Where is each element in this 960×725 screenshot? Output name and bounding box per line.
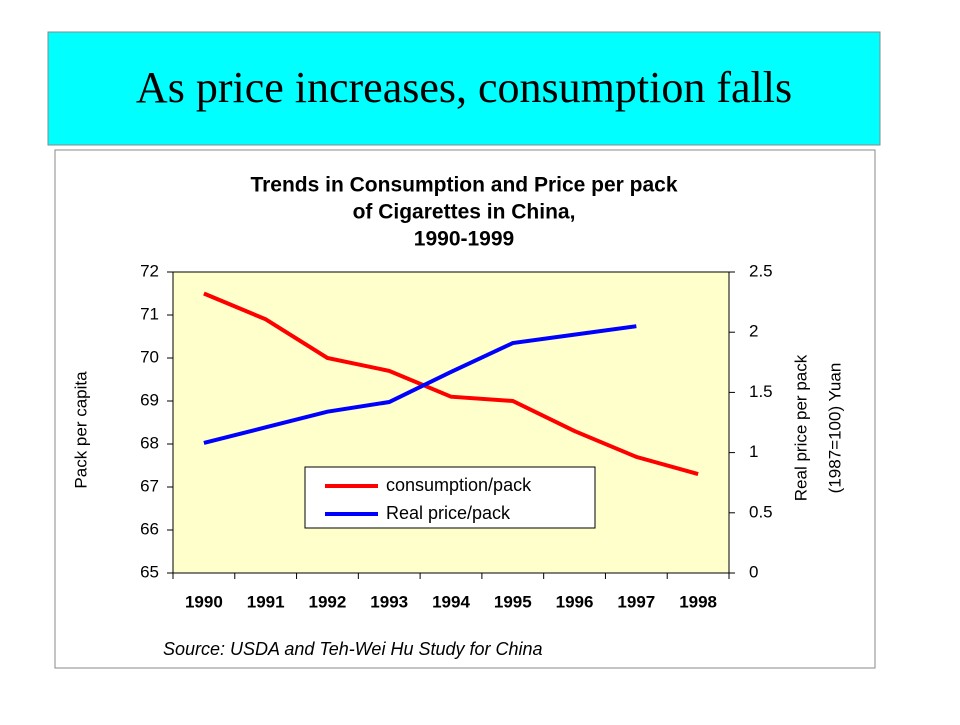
y2-tick-label: 0: [749, 562, 758, 581]
y2-tick-label: 1.5: [749, 382, 773, 401]
x-tick-label: 1990: [185, 592, 223, 611]
y-tick-label: 67: [140, 476, 159, 495]
chart-title: of Cigarettes in China,: [353, 201, 576, 224]
legend: [304, 466, 596, 529]
line-series: [203, 291, 699, 477]
plot-area: [172, 271, 730, 574]
y-tick-label: 71: [140, 304, 159, 323]
y-tick-label: 70: [140, 347, 159, 366]
title-box: [47, 31, 881, 146]
x-tick-label: 1996: [556, 592, 594, 611]
y-tick-label: 65: [140, 562, 159, 581]
x-tick-label: 1992: [309, 592, 347, 611]
x-tick-label: 1997: [617, 592, 655, 611]
y2-tick-label: 2: [749, 322, 758, 341]
chart-title: Trends in Consumption and Price per pack: [250, 174, 677, 197]
y2-axis-label: Real price per pack: [791, 354, 810, 501]
y2-tick-label: 2.5: [749, 261, 773, 280]
x-tick-label: 1993: [370, 592, 408, 611]
chart-title: 1990-1999: [414, 228, 514, 251]
source: Source: USDA and Teh-Wei Hu Study for Ch…: [163, 639, 543, 659]
y-tick-label: 72: [140, 261, 159, 280]
slide-title: As price increases, consumption falls: [136, 63, 792, 112]
x-tick-label: 1995: [494, 592, 532, 611]
x-tick-label: 1998: [679, 592, 717, 611]
line-series: [203, 324, 637, 445]
y2-axis-label: (1987=100) Yuan: [825, 363, 844, 494]
y-tick-label: 68: [140, 433, 159, 452]
x-tick-label: 1994: [432, 592, 470, 611]
y2-tick-label: 1: [749, 442, 758, 461]
legend-label: Real price/pack: [386, 503, 511, 523]
y2-tick-label: 0.5: [749, 502, 773, 521]
y-axis-label: Pack per capita: [71, 371, 90, 489]
y-tick-label: 66: [140, 519, 159, 538]
legend-label: consumption/pack: [386, 475, 532, 495]
y-tick-label: 69: [140, 390, 159, 409]
x-tick-label: 1991: [247, 592, 285, 611]
